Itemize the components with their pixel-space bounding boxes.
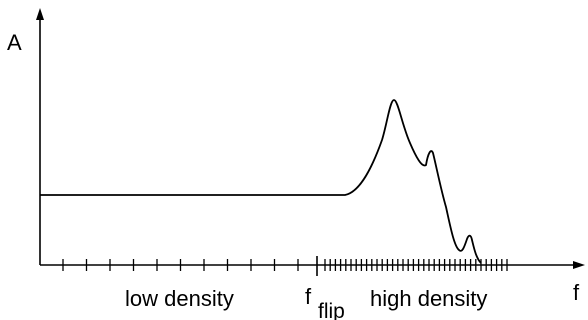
flip-frequency-symbol: f <box>305 284 312 309</box>
response-curve <box>40 99 482 264</box>
x-axis-arrow <box>573 261 585 269</box>
y-axis-arrow <box>36 8 44 20</box>
low-density-label: low density <box>125 286 234 311</box>
flip-frequency-subscript: flip <box>318 300 345 320</box>
frequency-ticks <box>62 259 508 271</box>
x-axis-label: f <box>573 280 580 305</box>
y-axis-label: A <box>7 30 22 55</box>
high-density-label: high density <box>370 286 487 311</box>
